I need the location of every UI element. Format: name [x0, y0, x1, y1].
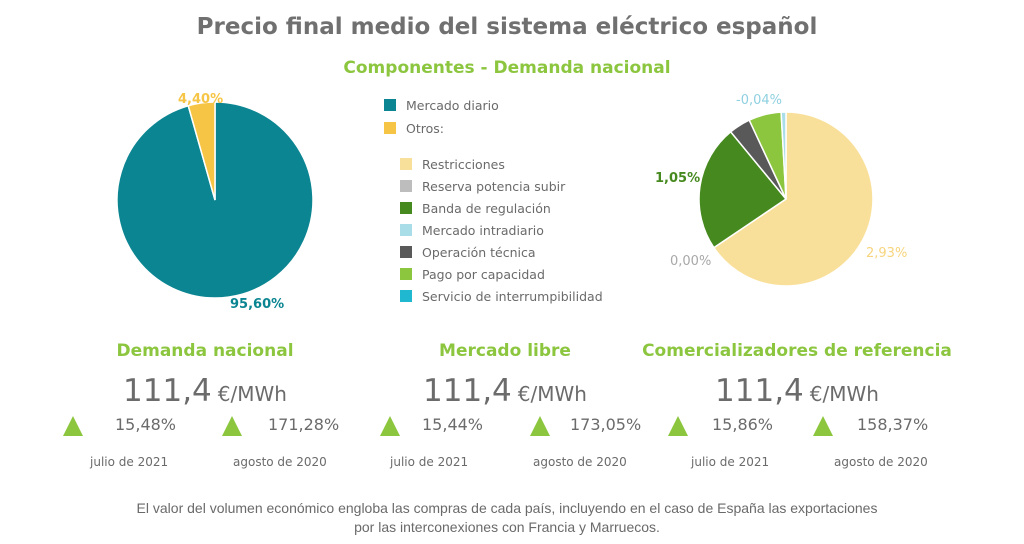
- legend-swatch: [400, 268, 412, 280]
- footnote: El valor del volumen económico engloba l…: [0, 499, 1014, 537]
- period-label: julio de 2021: [390, 455, 469, 469]
- data-label: 1,05%: [655, 171, 700, 186]
- legend-swatch: [384, 122, 396, 134]
- period-label: agosto de 2020: [533, 455, 627, 469]
- legend-item-mercado-diario: Mercado diario: [384, 97, 499, 115]
- increase-arrow-icon: [380, 416, 400, 436]
- stat-price: 111,4 €/MWh: [123, 373, 287, 409]
- period-label: agosto de 2020: [834, 455, 928, 469]
- legend-item-banda-de-regulacion: Banda de regulación: [400, 200, 551, 218]
- legend-item-reserva-potencia-subir: Reserva potencia subir: [400, 178, 565, 196]
- legend-swatch: [400, 224, 412, 236]
- legend-swatch: [400, 246, 412, 258]
- period-label: julio de 2021: [90, 455, 169, 469]
- data-label: 95,60%: [230, 297, 284, 312]
- legend-swatch: [400, 290, 412, 302]
- stat-price: 111,4 €/MWh: [423, 373, 587, 409]
- legend-item-restricciones: Restricciones: [400, 156, 505, 174]
- stat-heading: Demanda nacional: [116, 341, 294, 361]
- increase-arrow-icon: [530, 416, 550, 436]
- page-title: Precio final medio del sistema eléctrico…: [196, 14, 818, 40]
- data-label: -0,04%: [736, 93, 782, 108]
- increase-arrow-icon: [222, 416, 242, 436]
- stat-comercializadores-referencia: Comercializadores de referencia 111,4 €/M…: [637, 338, 957, 414]
- data-label: 4,40%: [178, 92, 223, 107]
- pie-slice-mercado-intradiario: [780, 111, 787, 200]
- change-value: 173,05%: [570, 415, 642, 434]
- period-label: julio de 2021: [691, 455, 770, 469]
- increase-arrow-icon: [668, 416, 688, 436]
- data-label: 2,93%: [866, 246, 907, 261]
- pie-slice-otros: [187, 101, 216, 201]
- pie-slice-restricciones: [712, 111, 874, 287]
- legend-swatch: [400, 180, 412, 192]
- data-label: 0,00%: [670, 254, 711, 269]
- legend-swatch: [384, 99, 396, 111]
- legend-item-servicio-interrumpibilidad: Servicio de interrumpibilidad: [400, 288, 603, 306]
- legend-item-mercado-intradiario: Mercado intradiario: [400, 222, 544, 240]
- pie-chart-others: 2,93% 1,05% -0,04% 0,00%: [655, 93, 907, 287]
- chart-subtitle: Componentes - Demanda nacional: [343, 58, 671, 78]
- change-value: 15,86%: [712, 415, 774, 434]
- legend-item-operacion-tecnica: Operación técnica: [400, 244, 536, 262]
- footnote-line: por las interconexiones con Francia y Ma…: [354, 519, 660, 535]
- pie-chart-components: 95,60% 4,40%: [116, 92, 314, 312]
- change-value: 15,48%: [115, 415, 177, 434]
- stat-price: 111,4 €/MWh: [715, 373, 879, 409]
- change-value: 15,44%: [422, 415, 484, 434]
- footnote-line: El valor del volumen económico engloba l…: [136, 500, 878, 516]
- pie-slice-banda-de-regulaci-n: [698, 130, 788, 249]
- period-label: agosto de 2020: [233, 455, 327, 469]
- change-value: 158,37%: [857, 415, 929, 434]
- legend-item-pago-por-capacidad: Pago por capacidad: [400, 266, 545, 284]
- stat-mercado-libre: Mercado libre 111,4 €/MWh: [345, 338, 665, 414]
- legend-item-otros: Otros:: [384, 120, 444, 138]
- increase-arrow-icon: [63, 416, 83, 436]
- legend-swatch: [400, 202, 412, 214]
- legend-swatch: [400, 158, 412, 170]
- stat-demanda-nacional: Demanda nacional 111,4 €/MWh: [45, 338, 365, 414]
- stat-heading: Mercado libre: [439, 341, 571, 361]
- change-value: 171,28%: [268, 415, 340, 434]
- stat-heading: Comercializadores de referencia: [642, 341, 952, 361]
- increase-arrow-icon: [813, 416, 833, 436]
